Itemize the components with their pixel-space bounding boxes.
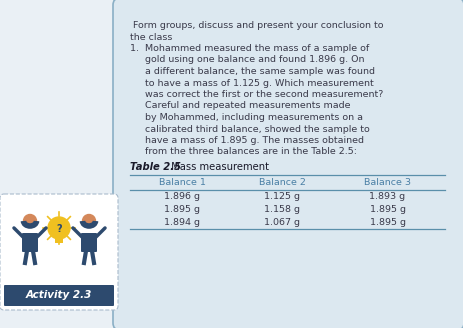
FancyBboxPatch shape bbox=[4, 285, 114, 306]
FancyBboxPatch shape bbox=[55, 238, 63, 243]
Text: Mass measurement: Mass measurement bbox=[168, 162, 269, 172]
FancyBboxPatch shape bbox=[0, 194, 118, 310]
Text: Form groups, discuss and present your conclusion to: Form groups, discuss and present your co… bbox=[130, 21, 383, 30]
Text: from the three balances are in the Table 2.5:: from the three balances are in the Table… bbox=[130, 148, 357, 156]
Text: 1.893 g: 1.893 g bbox=[369, 192, 406, 201]
FancyBboxPatch shape bbox=[22, 233, 38, 252]
Text: Careful and repeated measurements made: Careful and repeated measurements made bbox=[130, 101, 350, 111]
Text: 1.125 g: 1.125 g bbox=[264, 192, 300, 201]
Text: to have a mass of 1.125 g. Which measurement: to have a mass of 1.125 g. Which measure… bbox=[130, 78, 374, 88]
Text: have a mass of 1.895 g. The masses obtained: have a mass of 1.895 g. The masses obtai… bbox=[130, 136, 364, 145]
Text: calibrated third balance, showed the sample to: calibrated third balance, showed the sam… bbox=[130, 125, 370, 133]
Text: 1.895 g: 1.895 g bbox=[369, 205, 406, 214]
Text: a different balance, the same sample was found: a different balance, the same sample was… bbox=[130, 67, 375, 76]
Text: 1.896 g: 1.896 g bbox=[164, 192, 200, 201]
Circle shape bbox=[48, 217, 70, 239]
Text: Balance 3: Balance 3 bbox=[364, 178, 411, 187]
Text: was correct the first or the second measurement?: was correct the first or the second meas… bbox=[130, 90, 383, 99]
Text: Activity 2.3: Activity 2.3 bbox=[26, 291, 92, 300]
Text: 1.  Mohammed measured the mass of a sample of: 1. Mohammed measured the mass of a sampl… bbox=[130, 44, 369, 53]
FancyBboxPatch shape bbox=[113, 0, 463, 328]
Text: 1.895 g: 1.895 g bbox=[164, 205, 200, 214]
Text: ?: ? bbox=[56, 224, 62, 234]
Text: 1.894 g: 1.894 g bbox=[164, 218, 200, 227]
Circle shape bbox=[24, 215, 37, 228]
Text: Balance 2: Balance 2 bbox=[259, 178, 306, 187]
Circle shape bbox=[82, 215, 95, 228]
Text: 1.158 g: 1.158 g bbox=[264, 205, 300, 214]
Text: 1.067 g: 1.067 g bbox=[264, 218, 300, 227]
Text: Table 2.5: Table 2.5 bbox=[130, 162, 181, 172]
Text: gold using one balance and found 1.896 g. On: gold using one balance and found 1.896 g… bbox=[130, 55, 364, 65]
Text: the class: the class bbox=[130, 32, 172, 42]
Text: 1.895 g: 1.895 g bbox=[369, 218, 406, 227]
Text: by Mohammed, including measurements on a: by Mohammed, including measurements on a bbox=[130, 113, 363, 122]
Text: Balance 1: Balance 1 bbox=[159, 178, 206, 187]
FancyBboxPatch shape bbox=[81, 233, 97, 252]
